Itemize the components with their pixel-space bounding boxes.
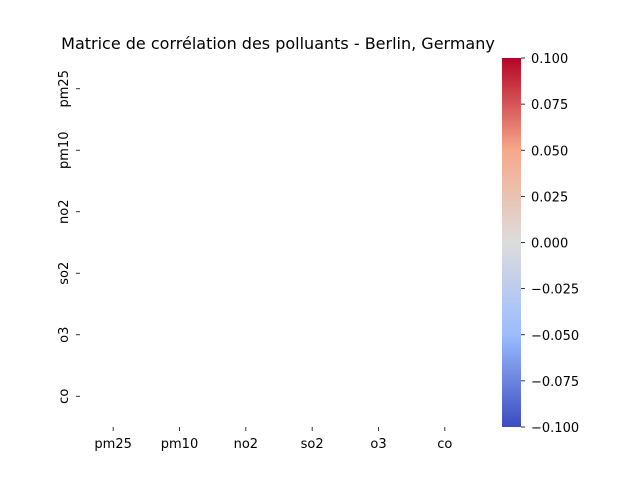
colorbar-tick-label: 0.075 (531, 98, 568, 113)
colorbar-tick-label: 0.050 (531, 144, 568, 159)
x-tick-label: pm10 (161, 437, 198, 452)
x-tick-label: pm25 (94, 437, 131, 452)
colorbar-tick-label: −0.025 (531, 283, 579, 298)
x-tick-label: co (437, 437, 452, 452)
colorbar (502, 58, 521, 427)
colorbar-tick-label: 0.025 (531, 190, 568, 205)
y-tick-label: pm25 (57, 70, 72, 107)
y-tick-label: co (57, 389, 72, 404)
x-tick-label: no2 (234, 437, 258, 452)
x-tick-label: so2 (301, 437, 324, 452)
colorbar-axis: 0.100 0.075 0.050 0.025 0.000 −0.025 −0.050 −0.… (521, 52, 579, 436)
x-tick-label: o3 (370, 437, 386, 452)
colorbar-tick-label: 0.000 (531, 237, 568, 252)
y-axis: pm25 pm10 no2 so2 o3 co (57, 70, 80, 404)
y-tick-label: o3 (57, 327, 72, 343)
colorbar-tick-label: −0.100 (531, 421, 579, 436)
colorbar-tick-label: 0.100 (531, 52, 568, 67)
colorbar-tick-label: −0.075 (531, 375, 579, 390)
y-tick-label: pm10 (57, 132, 72, 169)
x-axis: pm25 pm10 no2 so2 o3 co (94, 427, 452, 452)
chart-title: Matrice de corrélation des polluants - B… (61, 34, 495, 53)
y-tick-label: so2 (57, 262, 72, 285)
colorbar-tick-label: −0.050 (531, 329, 579, 344)
y-tick-label: no2 (57, 200, 72, 224)
